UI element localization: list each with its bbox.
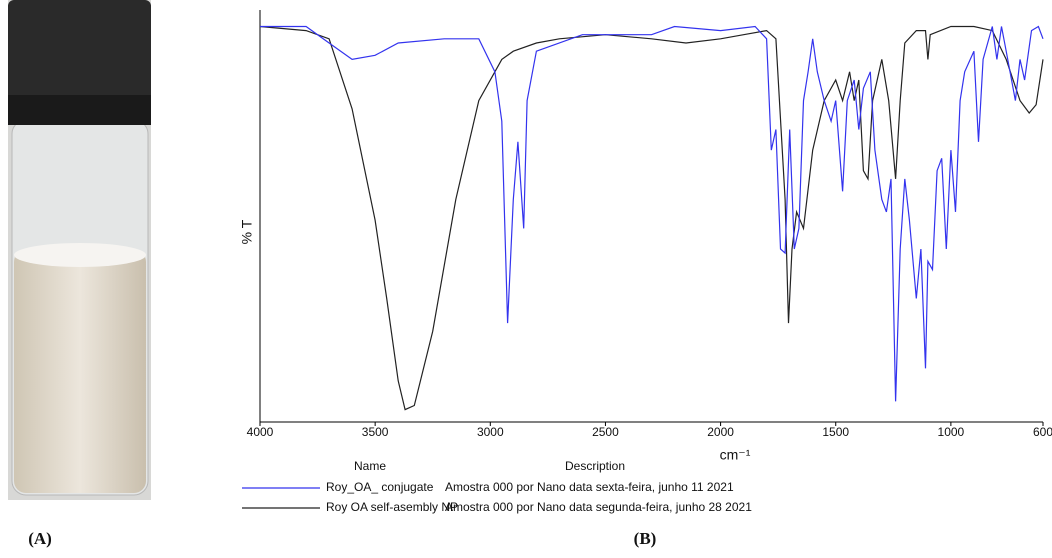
- x-tick-label: 600: [1033, 425, 1052, 439]
- legend-header: Description: [565, 459, 625, 473]
- spectrum-line: [259, 25, 1044, 411]
- panel-label: (A): [28, 529, 52, 548]
- legend-description: Amostra 000 por Nano data sexta-feira, j…: [445, 480, 734, 494]
- y-axis-label: % T: [239, 219, 255, 244]
- x-tick-label: 3000: [477, 425, 504, 439]
- legend-header: Name: [354, 459, 386, 473]
- panel-label: (B): [634, 529, 657, 548]
- x-tick-label: 4000: [247, 425, 274, 439]
- x-tick-label: 3500: [362, 425, 389, 439]
- x-tick-label: 1000: [938, 425, 965, 439]
- legend-name: Roy OA self-asembly NP: [326, 500, 458, 514]
- legend-name: Roy_OA_ conjugate: [326, 480, 434, 494]
- vial-photo: [8, 0, 151, 500]
- x-tick-label: 1500: [822, 425, 849, 439]
- spectrum-line: [260, 25, 1044, 402]
- x-tick-label: 2500: [592, 425, 619, 439]
- legend-description: Amostra 000 por Nano data segunda-feira,…: [445, 500, 752, 514]
- x-axis-label: cm⁻¹: [720, 447, 751, 463]
- x-tick-label: 2000: [707, 425, 734, 439]
